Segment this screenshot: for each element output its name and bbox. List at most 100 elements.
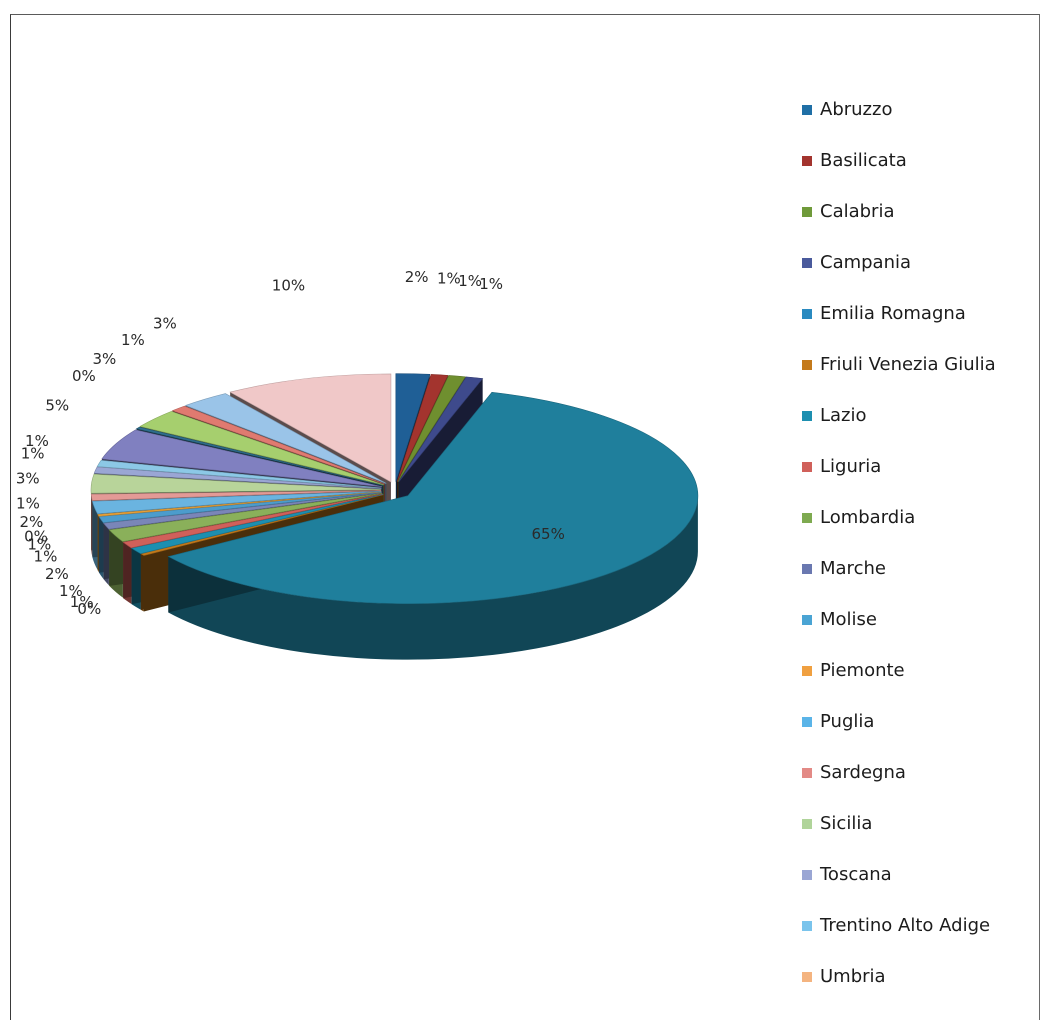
legend-swatch <box>802 665 812 676</box>
legend-label: Friuli Venezia Giulia <box>820 354 996 375</box>
legend-label: Emilia Romagna <box>820 303 966 324</box>
pie-slice-top <box>139 411 385 486</box>
pie-data-label: 5% <box>45 396 69 414</box>
legend-item: Lombardia <box>802 492 996 543</box>
pie-data-label: 1% <box>479 275 503 293</box>
legend-swatch <box>802 257 812 268</box>
legend-label: Puglia <box>820 711 875 732</box>
legend-item: Marche <box>802 543 996 594</box>
legend-item: Molise <box>802 594 996 645</box>
pie-slice-top <box>397 375 466 482</box>
legend-label: Umbria <box>820 966 886 987</box>
pie-slices <box>90 373 699 660</box>
legend-item: Puglia <box>802 696 996 747</box>
legend-label: Campania <box>820 252 912 273</box>
pie-slice-top <box>97 491 382 517</box>
legend-swatch <box>802 716 812 727</box>
pie-slice-top <box>93 466 382 489</box>
legend-label: Lombardia <box>820 507 916 528</box>
pie-data-label: 1% <box>121 331 145 349</box>
pie-slice-top <box>184 393 387 484</box>
legend-swatch <box>802 767 812 778</box>
legend-swatch <box>802 869 812 880</box>
legend-item: Friuli Venezia Giulia <box>802 339 996 390</box>
legend-swatch <box>802 104 812 115</box>
pie-slice-top <box>90 490 382 501</box>
pie-slice-top <box>171 405 386 485</box>
legend-item: Sicilia <box>802 798 996 849</box>
pie-data-label: 3% <box>93 350 117 368</box>
pie-data-label: 2% <box>405 268 429 286</box>
pie-slice-top <box>108 493 383 542</box>
pie-data-label: 1% <box>25 432 49 450</box>
pie-data-label: 3% <box>153 314 177 332</box>
legend-swatch <box>802 359 812 370</box>
legend-item: Basilicata <box>802 135 996 186</box>
pie-data-label: 10% <box>272 277 305 295</box>
legend-label: Abruzzo <box>820 99 893 120</box>
pie-slice-top <box>102 492 382 530</box>
legend-swatch <box>802 461 812 472</box>
legend-swatch <box>802 308 812 319</box>
legend-swatch <box>802 206 812 217</box>
pie-data-label: 2% <box>45 565 69 583</box>
pie-slice-top <box>395 373 431 482</box>
pie-slice-top <box>229 373 392 483</box>
pie-data-labels: 2% 1%1%1%65%0%1%1%2%1%1%0%2%1%3%1%1%5%0%3… <box>16 268 565 618</box>
pie-data-label: 1% <box>59 582 83 600</box>
legend-label: Molise <box>820 609 877 630</box>
legend-label: Liguria <box>820 456 882 477</box>
pie-data-label: 1% <box>34 547 58 565</box>
pie-slice-side <box>168 495 698 660</box>
pie-data-label: 1% <box>437 270 461 288</box>
legend-label: Marche <box>820 558 886 579</box>
pie-data-label: 1% <box>70 593 94 611</box>
legend-item: Liguria <box>802 441 996 492</box>
pie-data-label: 0% <box>72 367 96 385</box>
legend-label: Piemonte <box>820 660 905 681</box>
pie-data-label: 0% <box>24 527 48 545</box>
legend-swatch <box>802 410 812 421</box>
pie-slice-top <box>396 374 449 482</box>
pie-slice-top <box>398 376 484 483</box>
pie-data-label: 1% <box>458 272 482 290</box>
pie-data-label: 1% <box>27 535 51 553</box>
legend-item: Piemonte <box>802 645 996 696</box>
legend-label: Sardegna <box>820 762 906 783</box>
pie-data-label: 3% <box>16 469 40 487</box>
pie-slice-top <box>122 493 383 549</box>
pie-slice-top <box>140 494 384 556</box>
pie-slice-top <box>167 391 699 604</box>
pie-slice-top <box>130 494 384 554</box>
pie-data-label: 2% <box>20 513 44 531</box>
pie-slice-top <box>98 491 382 524</box>
legend-item: Lazio <box>802 390 996 441</box>
legend-label: Toscana <box>820 864 892 885</box>
legend-item: Abruzzo <box>802 84 996 135</box>
pie-slice-top <box>96 460 382 489</box>
legend: Abruzzo Basilicata Calabria Campania Emilia … <box>802 84 996 1002</box>
legend-item: Sardegna <box>802 747 996 798</box>
legend-label: Lazio <box>820 405 867 426</box>
legend-swatch <box>802 512 812 523</box>
legend-swatch <box>802 614 812 625</box>
legend-swatch <box>802 818 812 829</box>
pie-slice-top <box>92 490 382 515</box>
legend-item: Umbria <box>802 951 996 1002</box>
legend-swatch <box>802 920 812 931</box>
pie-slice-top <box>135 426 384 486</box>
pie-slice-top <box>90 473 382 494</box>
pie-chart: 2% 1%1%1%65%0%1%1%2%1%1%0%2%1%3%1%1%5%0%3… <box>16 268 699 660</box>
legend-swatch <box>802 563 812 574</box>
legend-swatch <box>802 155 812 166</box>
legend-item: Calabria <box>802 186 996 237</box>
pie-data-label: 65% <box>532 525 565 543</box>
legend-label: Sicilia <box>820 813 873 834</box>
pie-data-label: 1% <box>21 444 45 462</box>
legend-swatch <box>802 971 812 982</box>
pie-data-label: 1% <box>16 495 40 513</box>
chart-frame <box>10 14 1040 1020</box>
legend-item: Toscana <box>802 849 996 900</box>
legend-item: Emilia Romagna <box>802 288 996 339</box>
legend-item: Campania <box>802 237 996 288</box>
